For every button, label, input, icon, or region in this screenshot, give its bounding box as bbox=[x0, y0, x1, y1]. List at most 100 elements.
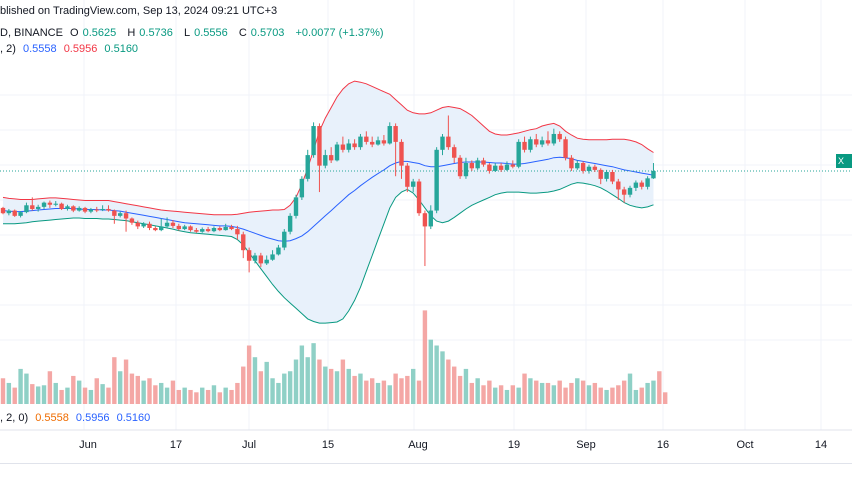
volume-bar bbox=[53, 382, 58, 404]
candle-body bbox=[364, 136, 369, 142]
volume-bar bbox=[100, 384, 105, 404]
candle-body bbox=[621, 189, 627, 195]
volume-bar bbox=[41, 385, 47, 404]
candle bbox=[246, 247, 252, 273]
candle bbox=[569, 155, 574, 171]
high-label: H bbox=[127, 27, 136, 39]
candle bbox=[510, 160, 516, 169]
candle-body bbox=[604, 172, 609, 179]
candle bbox=[493, 163, 498, 172]
volume-bar bbox=[241, 366, 246, 404]
bollinger-params: , 2) bbox=[0, 43, 16, 55]
volume-bar bbox=[586, 385, 592, 404]
candle bbox=[217, 226, 223, 232]
candle-body bbox=[586, 166, 592, 171]
candle-body bbox=[416, 181, 422, 214]
candle bbox=[399, 139, 404, 179]
candle-body bbox=[53, 203, 58, 205]
candle-body bbox=[498, 165, 504, 170]
candle-body bbox=[141, 223, 146, 227]
candle bbox=[446, 115, 451, 150]
candle bbox=[364, 131, 369, 145]
candle bbox=[264, 255, 269, 265]
candle-body bbox=[205, 229, 211, 232]
candle bbox=[375, 136, 381, 146]
candle-body bbox=[182, 226, 187, 230]
bollinger-band-fill bbox=[3, 81, 654, 324]
candle bbox=[328, 147, 334, 164]
volume-bar bbox=[88, 389, 94, 404]
candles bbox=[0, 115, 656, 273]
candle bbox=[182, 224, 187, 231]
candle-body bbox=[252, 255, 258, 261]
candle bbox=[534, 133, 539, 148]
volume-bar bbox=[159, 382, 164, 404]
candle-body bbox=[539, 140, 545, 145]
volume-bar bbox=[94, 378, 99, 404]
volume-bar bbox=[569, 382, 574, 404]
candle bbox=[276, 244, 281, 256]
candle-body bbox=[317, 126, 322, 166]
candle bbox=[528, 136, 533, 153]
volume-bar bbox=[328, 368, 334, 404]
volume-bar bbox=[35, 386, 41, 404]
candle-body bbox=[258, 255, 264, 264]
candle bbox=[53, 201, 58, 207]
candle bbox=[112, 209, 117, 224]
volume-bar bbox=[18, 368, 23, 404]
candle-body bbox=[18, 212, 23, 216]
candle bbox=[129, 217, 135, 225]
volume-bar bbox=[264, 361, 269, 404]
candle bbox=[434, 147, 439, 214]
candle-body bbox=[504, 164, 510, 170]
publish-info: blished on TradingView.com, Sep 13, 2024… bbox=[0, 5, 278, 17]
candle bbox=[159, 218, 164, 232]
volume-bar bbox=[258, 371, 264, 404]
candle-body bbox=[452, 147, 457, 158]
candle-body bbox=[0, 207, 6, 214]
candle bbox=[59, 202, 64, 211]
candle bbox=[30, 197, 35, 211]
candle-body bbox=[305, 155, 310, 179]
volume-bar bbox=[358, 373, 363, 404]
candle bbox=[118, 211, 123, 218]
candle-body bbox=[211, 228, 217, 232]
candle bbox=[633, 180, 639, 192]
volume-bar bbox=[604, 389, 609, 404]
candle bbox=[422, 210, 428, 267]
volume-bar bbox=[475, 378, 480, 404]
bollinger-lower-line bbox=[3, 182, 654, 324]
candle-body bbox=[405, 165, 410, 187]
candle-body bbox=[41, 202, 47, 207]
volume-bar bbox=[352, 375, 357, 404]
volume-bar bbox=[493, 387, 498, 404]
high-value: H 0.5736 bbox=[127, 27, 177, 39]
candle bbox=[35, 204, 41, 212]
bollinger-basis-line bbox=[2, 156, 654, 242]
candle-body bbox=[645, 178, 650, 187]
candle bbox=[575, 160, 580, 170]
volume-bar bbox=[30, 384, 35, 404]
volume-bar bbox=[639, 387, 644, 404]
candle bbox=[252, 252, 258, 264]
candle bbox=[522, 136, 527, 153]
candle bbox=[381, 135, 387, 146]
volume-bar bbox=[47, 371, 53, 404]
candle-body bbox=[534, 139, 539, 145]
candle-body bbox=[118, 213, 123, 216]
candle bbox=[82, 206, 88, 214]
candle bbox=[457, 155, 463, 179]
bollinger-legend: , 2) 0.5558 0.5956 0.5160 bbox=[0, 43, 142, 55]
change-value: +0.0077 (+1.37%) bbox=[295, 27, 384, 39]
candle bbox=[516, 139, 521, 169]
volume-bar bbox=[346, 368, 351, 404]
candle bbox=[41, 201, 47, 209]
candle bbox=[188, 225, 193, 232]
candle-body bbox=[334, 144, 340, 161]
volume-bar bbox=[446, 359, 451, 404]
volume-bar bbox=[82, 387, 88, 404]
candle bbox=[369, 136, 375, 148]
volume-bar bbox=[657, 371, 662, 404]
candle bbox=[88, 207, 94, 214]
